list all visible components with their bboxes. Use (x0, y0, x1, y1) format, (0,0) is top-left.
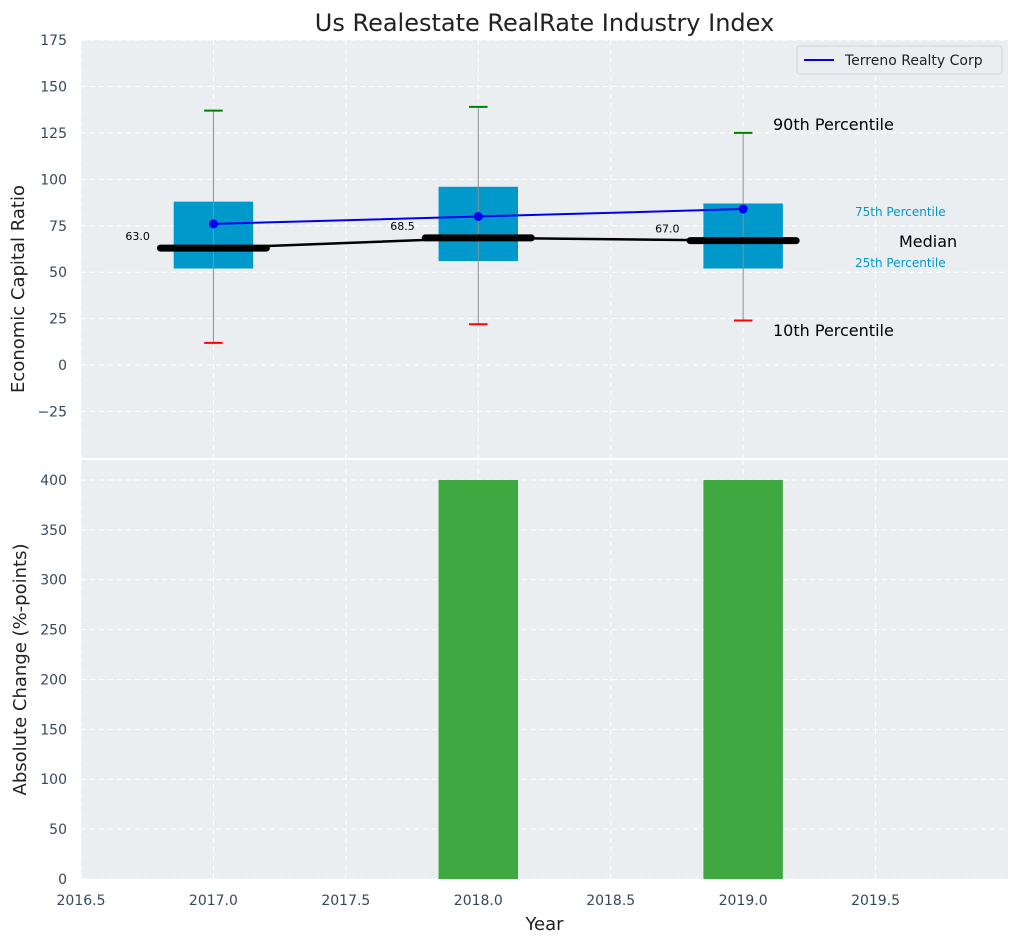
bar-absolute-change (438, 479, 519, 879)
top-y-tick-label: 100 (40, 172, 67, 188)
median-value-label: 63.0 (125, 230, 150, 243)
bottom-y-tick-label: 0 (58, 872, 67, 888)
top-y-tick-label: 75 (49, 219, 67, 235)
top-y-tick-label: 25 (49, 312, 67, 328)
bottom-y-tick-label: 150 (40, 722, 67, 738)
x-tick-label: 2019.0 (719, 893, 768, 909)
top-y-tick-label: 150 (40, 79, 67, 95)
bottom-y-tick-label: 400 (40, 473, 67, 489)
series-point-terreno (473, 211, 483, 221)
chart-title: Us Realestate RealRate Industry Index (315, 9, 774, 37)
bottom-y-tick-label: 50 (49, 822, 67, 838)
bottom-y-tick-label: 300 (40, 573, 67, 589)
annotation-p25: 25th Percentile (855, 256, 946, 270)
x-tick-label: 2018.0 (454, 893, 503, 909)
bottom-y-tick-label: 200 (40, 672, 67, 688)
bar-absolute-change (703, 479, 783, 879)
x-axis-label: Year (524, 914, 564, 935)
annotation-p90: 90th Percentile (773, 115, 894, 134)
top-y-tick-label: −25 (37, 405, 67, 421)
top-y-tick-label: 125 (40, 126, 67, 142)
legend-label-terreno: Terreno Realty Corp (844, 53, 983, 69)
bottom-plot-background (81, 460, 1008, 879)
x-tick-label: 2017.0 (189, 893, 238, 909)
bottom-y-tick-label: 100 (40, 772, 67, 788)
top-y-tick-label: 175 (40, 33, 67, 49)
bottom-y-tick-label: 350 (40, 523, 67, 539)
top-y-axis-label: Economic Capital Ratio (8, 185, 29, 393)
bottom-y-axis-label: Absolute Change (%-points) (10, 544, 31, 796)
median-value-label: 67.0 (655, 223, 680, 236)
x-tick-label: 2016.5 (57, 893, 106, 909)
x-tick-label: 2018.5 (586, 893, 635, 909)
x-tick-label: 2017.5 (321, 893, 370, 909)
bottom-y-tick-label: 250 (40, 623, 67, 639)
x-tick-label: 2019.5 (851, 893, 900, 909)
legend-box (796, 45, 1003, 75)
annotation-p10: 10th Percentile (773, 321, 894, 340)
median-value-label: 68.5 (390, 220, 415, 233)
annotation-p75: 75th Percentile (855, 205, 946, 219)
top-y-tick-label: 50 (49, 265, 67, 281)
series-point-terreno (738, 204, 748, 214)
annotation-median: Median (899, 232, 957, 251)
top-y-tick-label: 0 (58, 358, 67, 374)
series-point-terreno (208, 219, 218, 229)
